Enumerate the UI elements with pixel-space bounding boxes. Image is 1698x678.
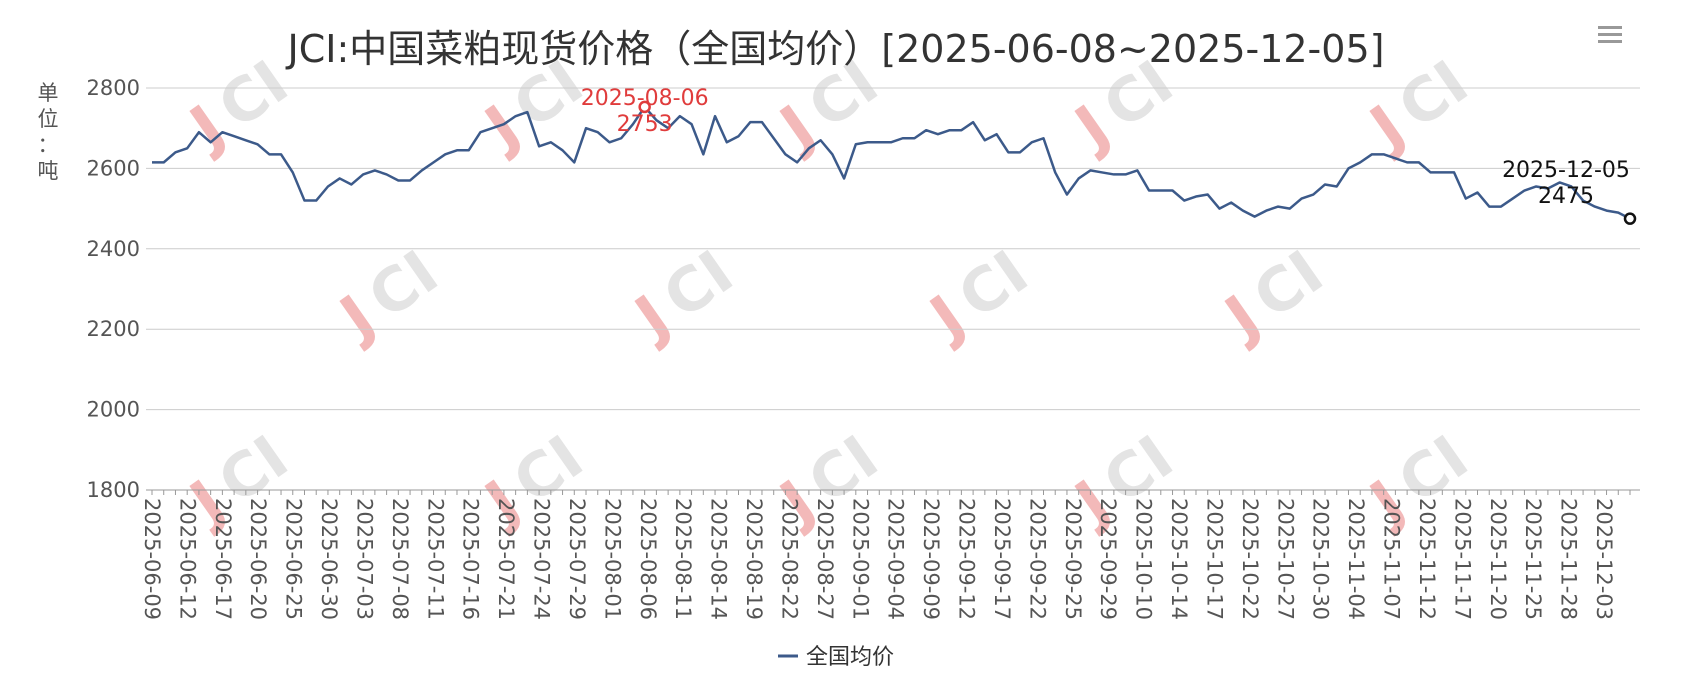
- x-tick-label: 2025-06-17: [211, 498, 235, 620]
- x-tick-label: 2025-08-22: [777, 498, 801, 620]
- x-tick-label: 2025-11-04: [1344, 498, 1368, 620]
- y-tick-label: 2400: [87, 237, 140, 261]
- x-tick-label: 2025-10-17: [1202, 498, 1226, 620]
- y-tick-label: 2600: [87, 156, 140, 180]
- x-tick-label: 2025-10-10: [1132, 498, 1156, 620]
- y-axis-label: 单位：吨: [38, 81, 59, 183]
- legend-label: 全国均价: [806, 645, 894, 670]
- x-tick-label: 2025-07-21: [494, 498, 518, 620]
- y-axis-label-char: 吨: [38, 159, 59, 183]
- y-tick-label: 2800: [87, 76, 140, 100]
- x-tick-label: 2025-11-20: [1486, 498, 1510, 620]
- x-tick-label: 2025-11-28: [1557, 498, 1581, 620]
- x-tick-label: 2025-08-27: [813, 498, 837, 620]
- x-tick-label: 2025-09-09: [919, 498, 943, 620]
- x-tick-label: 2025-10-14: [1167, 498, 1191, 620]
- x-axis-ticks: 2025-06-09 2025-06-12 2025-06-17 2025-06-20…: [140, 498, 1616, 620]
- max-annotation-value: 2753: [617, 112, 673, 137]
- watermark-logo: JCI: [915, 237, 1041, 354]
- x-tick-label: 2025-09-29: [1096, 498, 1120, 620]
- x-tick-label: 2025-07-11: [423, 498, 447, 620]
- x-tick-label: 2025-09-12: [955, 498, 979, 620]
- x-tick-label: 2025-08-14: [707, 498, 731, 620]
- x-tick-label: 2025-10-30: [1309, 498, 1333, 620]
- x-tick-label: 2025-07-24: [530, 498, 554, 620]
- x-tick-label: 2025-07-16: [459, 498, 483, 620]
- watermark-logo: JCI: [175, 47, 301, 164]
- watermark-logo: JCI: [620, 237, 746, 354]
- y-axis-label-char: 单: [38, 81, 59, 105]
- series-layer: [152, 105, 1631, 220]
- max-annotation-date: 2025-08-06: [581, 86, 709, 111]
- x-tick-label: 2025-07-29: [565, 498, 589, 620]
- x-tick-label: 2025-11-25: [1521, 498, 1545, 620]
- x-tick-label: 2025-06-09: [140, 498, 164, 620]
- last-annotation-value: 2475: [1538, 184, 1594, 209]
- y-tick-label: 2000: [87, 398, 140, 422]
- x-tick-label: 2025-09-01: [848, 498, 872, 620]
- x-tick-label: 2025-06-12: [175, 498, 199, 620]
- last-point-marker[interactable]: [1623, 212, 1637, 225]
- watermark-logo: JCI: [325, 237, 451, 354]
- x-tick-label: 2025-08-06: [636, 498, 660, 620]
- legend[interactable]: 全国均价: [778, 645, 894, 670]
- x-tick-label: 2025-07-03: [352, 498, 376, 620]
- chart-title: JCI:中国菜粕现货价格（全国均价）[2025-06-08~2025-12-05…: [286, 27, 1385, 71]
- y-tick-label: 1800: [87, 478, 140, 502]
- y-axis-ticks: 1800 2000 2200 2400 2600 2800: [87, 76, 140, 502]
- x-tick-label: 2025-12-03: [1592, 498, 1616, 620]
- axes: [146, 489, 1640, 495]
- x-tick-label: 2025-07-08: [388, 498, 412, 620]
- y-axis-label-char: ：: [38, 133, 59, 157]
- series-line-全国均价[interactable]: [152, 105, 1631, 220]
- x-tick-label: 2025-09-04: [884, 498, 908, 620]
- x-tick-label: 2025-11-07: [1380, 498, 1404, 620]
- x-tick-label: 2025-09-25: [1061, 498, 1085, 620]
- x-tick-label: 2025-06-30: [317, 498, 341, 620]
- x-tick-label: 2025-11-12: [1415, 498, 1439, 620]
- x-tick-label: 2025-06-25: [282, 498, 306, 620]
- x-tick-label: 2025-09-17: [990, 498, 1014, 620]
- x-tick-label: 2025-08-19: [742, 498, 766, 620]
- x-tick-label: 2025-11-17: [1450, 498, 1474, 620]
- last-annotation-date: 2025-12-05: [1502, 158, 1630, 183]
- x-tick-label: 2025-10-22: [1238, 498, 1262, 620]
- x-tick-label: 2025-10-27: [1273, 498, 1297, 620]
- x-tick-label: 2025-09-22: [1025, 498, 1049, 620]
- watermark-logo: JCI: [1210, 237, 1336, 354]
- x-tick-label: 2025-08-11: [671, 498, 695, 620]
- y-tick-label: 2200: [87, 317, 140, 341]
- hamburger-menu-icon[interactable]: [1594, 22, 1626, 50]
- y-axis-label-char: 位: [38, 107, 59, 131]
- max-point-marker[interactable]: [638, 100, 651, 114]
- x-tick-label: 2025-06-20: [246, 498, 270, 620]
- x-tick-label: 2025-08-01: [600, 498, 624, 620]
